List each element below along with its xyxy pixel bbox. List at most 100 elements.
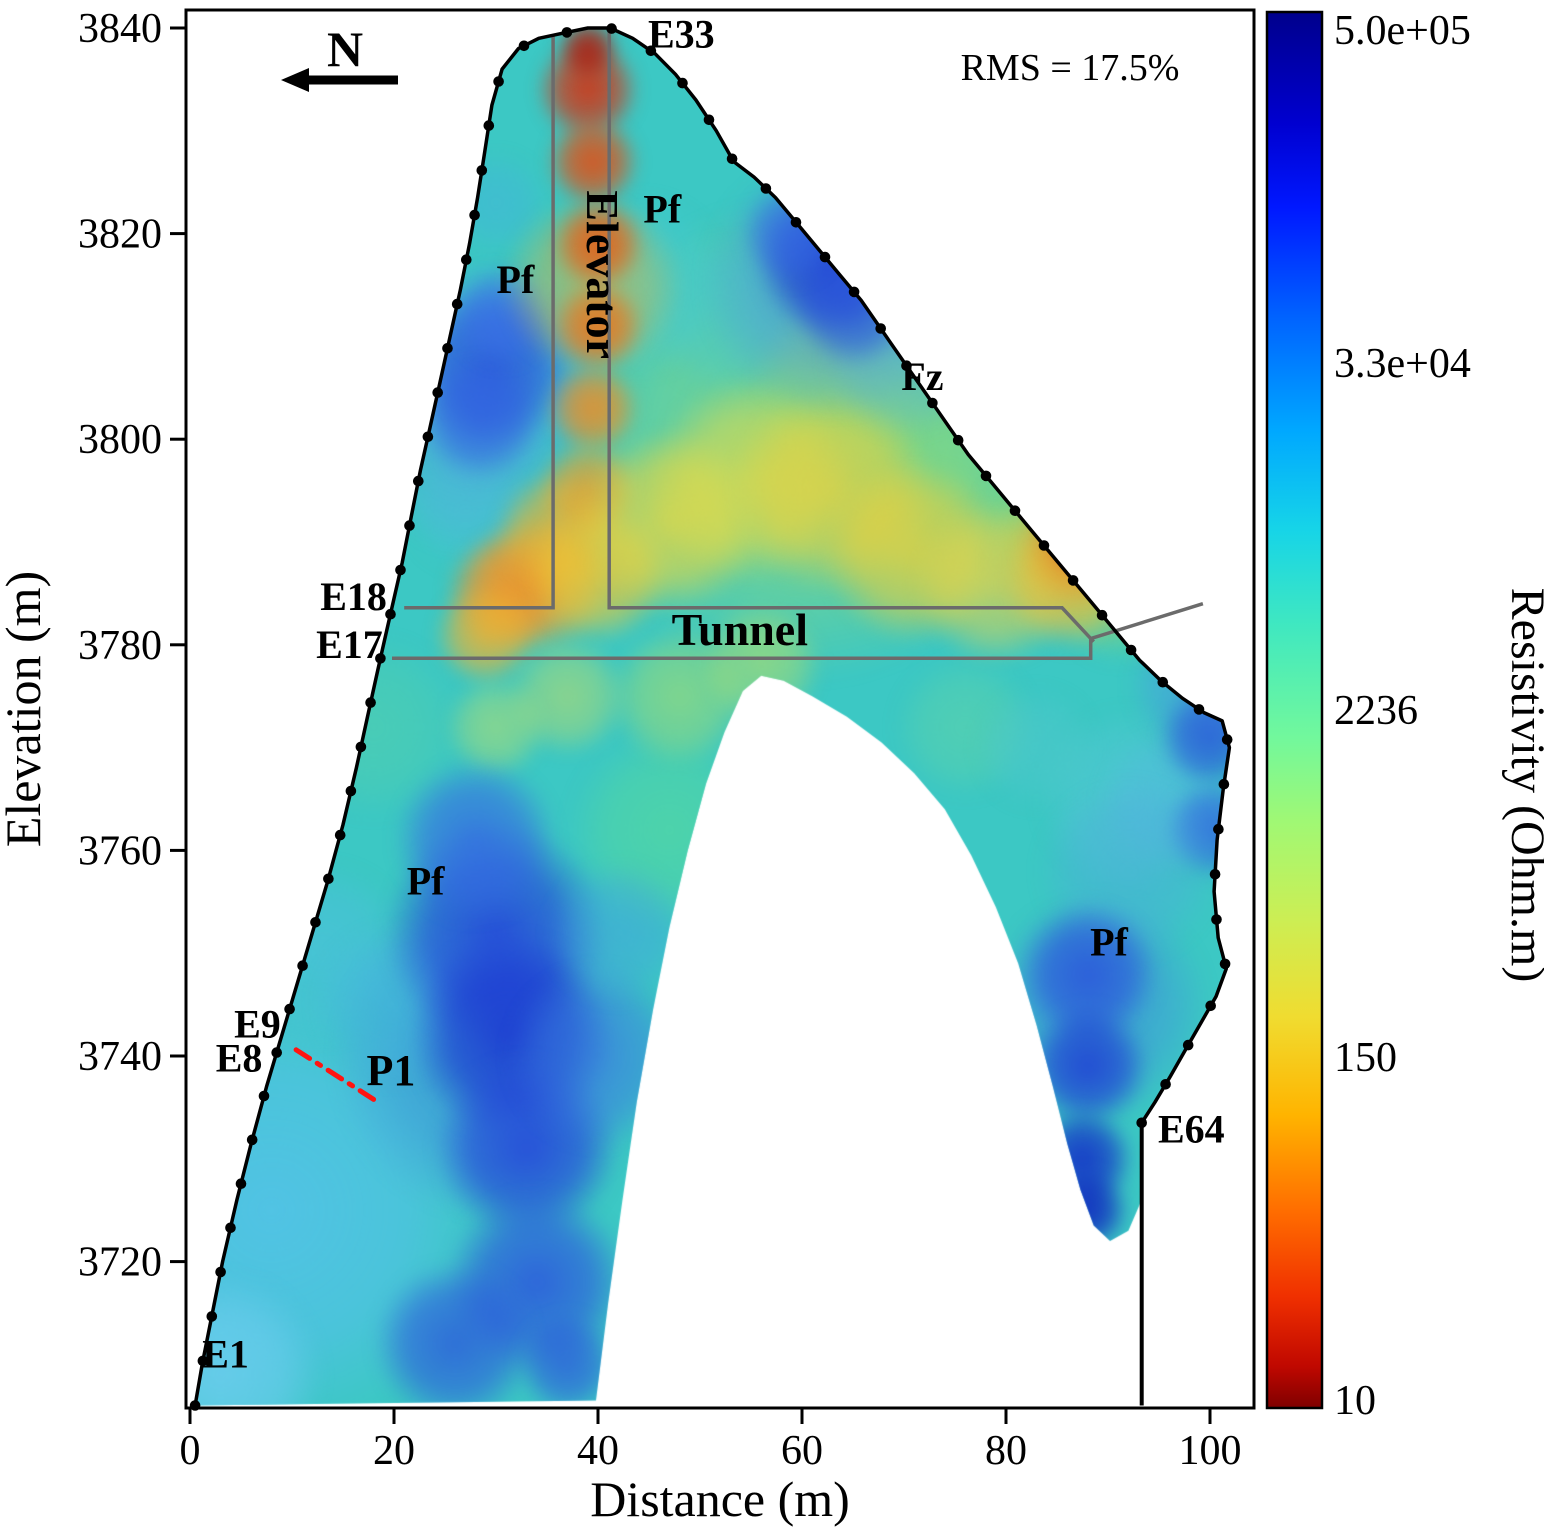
y-tick-label: 3840 xyxy=(78,6,162,52)
annotation-e8: E8 xyxy=(216,1035,263,1080)
electrode-dot xyxy=(271,1047,283,1058)
x-tick-label: 0 xyxy=(180,1428,201,1474)
electrode-dot xyxy=(1193,704,1205,715)
x-axis-title: Distance (m) xyxy=(590,1471,850,1527)
electrode-dot xyxy=(310,917,321,928)
electrode-dot xyxy=(375,653,386,664)
electrode-dot xyxy=(483,120,495,131)
electrode-dot xyxy=(1211,914,1222,925)
electrode-dot xyxy=(395,564,406,576)
electrode-dot xyxy=(469,209,480,221)
y-tick-label: 3800 xyxy=(78,417,162,463)
electrode-dot xyxy=(1096,609,1108,621)
electrode-dot xyxy=(1182,1039,1194,1051)
electrode-dot xyxy=(442,343,453,354)
electrode-dot xyxy=(345,785,357,797)
annotation-e9: E9 xyxy=(234,1002,281,1047)
electrode-dot xyxy=(1067,575,1079,586)
electrode-dot xyxy=(1038,540,1050,551)
electrode-dot xyxy=(726,153,738,165)
electrode-dot xyxy=(703,114,715,126)
annotation-e64: E64 xyxy=(1158,1106,1225,1151)
electrode-dot xyxy=(1136,1117,1147,1129)
colorbar-title: Resistivity (Ohm.m) xyxy=(1501,588,1544,983)
electrode-dot xyxy=(1125,644,1137,656)
annotation-e17: E17 xyxy=(316,622,383,667)
electrode-dot xyxy=(206,1311,218,1322)
resistivity-field-canvas xyxy=(186,10,1254,1408)
rms-label: RMS = 17.5% xyxy=(961,47,1180,89)
electrode-dot xyxy=(606,23,617,34)
electrode-dot xyxy=(1209,869,1221,880)
electrode-dot xyxy=(493,76,504,87)
generated-plot-elements: 0 20 40 60 80 100 3720 3740 3760 3780 3800 3820 3840… xyxy=(78,6,1471,1474)
electrode-dot xyxy=(790,217,802,228)
electrode-dot xyxy=(432,387,444,398)
colorbar-tick-label: 3.3e+04 xyxy=(1334,341,1471,387)
electrode-dot xyxy=(645,45,657,57)
electrode-dot xyxy=(927,397,938,409)
electrode-dot xyxy=(422,431,434,443)
electrode-dot xyxy=(1213,823,1224,835)
x-tick-label: 40 xyxy=(577,1428,619,1474)
electrode-dot xyxy=(1218,778,1230,790)
north-arrow-head xyxy=(281,68,309,92)
electrode-dot xyxy=(952,434,964,446)
y-tick-label: 3780 xyxy=(78,623,162,669)
electrode-dot xyxy=(875,323,886,334)
electrode-dot xyxy=(323,873,334,885)
electrode-dot xyxy=(404,520,415,531)
x-tick-label: 60 xyxy=(781,1428,823,1474)
annotation-tunnel: Tunnel xyxy=(672,604,808,655)
electrode-dot xyxy=(760,183,772,194)
electrode-dot xyxy=(297,960,308,971)
topography-outline xyxy=(193,26,1232,1406)
electrode-dot xyxy=(1160,1079,1171,1090)
electrode-dot xyxy=(355,741,367,753)
annotation-e1: E1 xyxy=(202,1332,249,1377)
annotation-pf: Pf xyxy=(407,859,445,904)
plot-frame xyxy=(184,8,1256,1410)
electrode-dot xyxy=(561,27,573,38)
electrode-dot xyxy=(365,697,376,708)
electrode-dot xyxy=(461,254,472,265)
electrode-dot xyxy=(451,298,463,310)
electrode-dot xyxy=(518,40,530,52)
y-tick-label: 3740 xyxy=(78,1034,162,1080)
electrode-dot xyxy=(197,1355,209,1367)
electrode-dot xyxy=(1009,505,1021,516)
electrode-dot xyxy=(476,165,488,176)
annotation-fz: Fz xyxy=(901,354,943,399)
annotation-e18: E18 xyxy=(320,574,387,619)
electrode-dot xyxy=(1157,676,1169,688)
annotation-pf: Pf xyxy=(497,257,535,302)
electrode-dot xyxy=(848,286,860,298)
electrode-dot xyxy=(235,1178,247,1189)
colorbar-tick-label: 150 xyxy=(1334,1035,1397,1081)
electrode-dot xyxy=(980,470,992,482)
annotation-elevator: Elevator xyxy=(577,190,628,359)
electrode-dot xyxy=(1205,1000,1216,1012)
elevator-shaft-left-wall xyxy=(404,34,555,610)
electrode-dot xyxy=(385,608,396,620)
annotation-e33: E33 xyxy=(648,12,715,57)
y-axis-title: Elevation (m) xyxy=(0,571,51,847)
electrode-dot xyxy=(901,360,912,372)
electrode-dot xyxy=(413,475,424,487)
electrode-dot xyxy=(284,1003,295,1015)
north-label: N xyxy=(327,21,363,77)
y-tick-label: 3760 xyxy=(78,828,162,874)
electrode-dot xyxy=(334,829,346,841)
annotation-pf: Pf xyxy=(643,186,681,231)
x-tick-label: 80 xyxy=(985,1428,1027,1474)
electrode-dot xyxy=(246,1134,258,1146)
electrode-dot xyxy=(819,251,831,263)
north-arrow xyxy=(281,68,398,92)
x-tick-label: 20 xyxy=(373,1428,415,1474)
annotation-pf: Pf xyxy=(1090,919,1128,964)
annotation-p1: P1 xyxy=(366,1046,415,1095)
colorbar-tick-label: 10 xyxy=(1334,1378,1376,1424)
electrode-dot xyxy=(225,1222,236,1234)
